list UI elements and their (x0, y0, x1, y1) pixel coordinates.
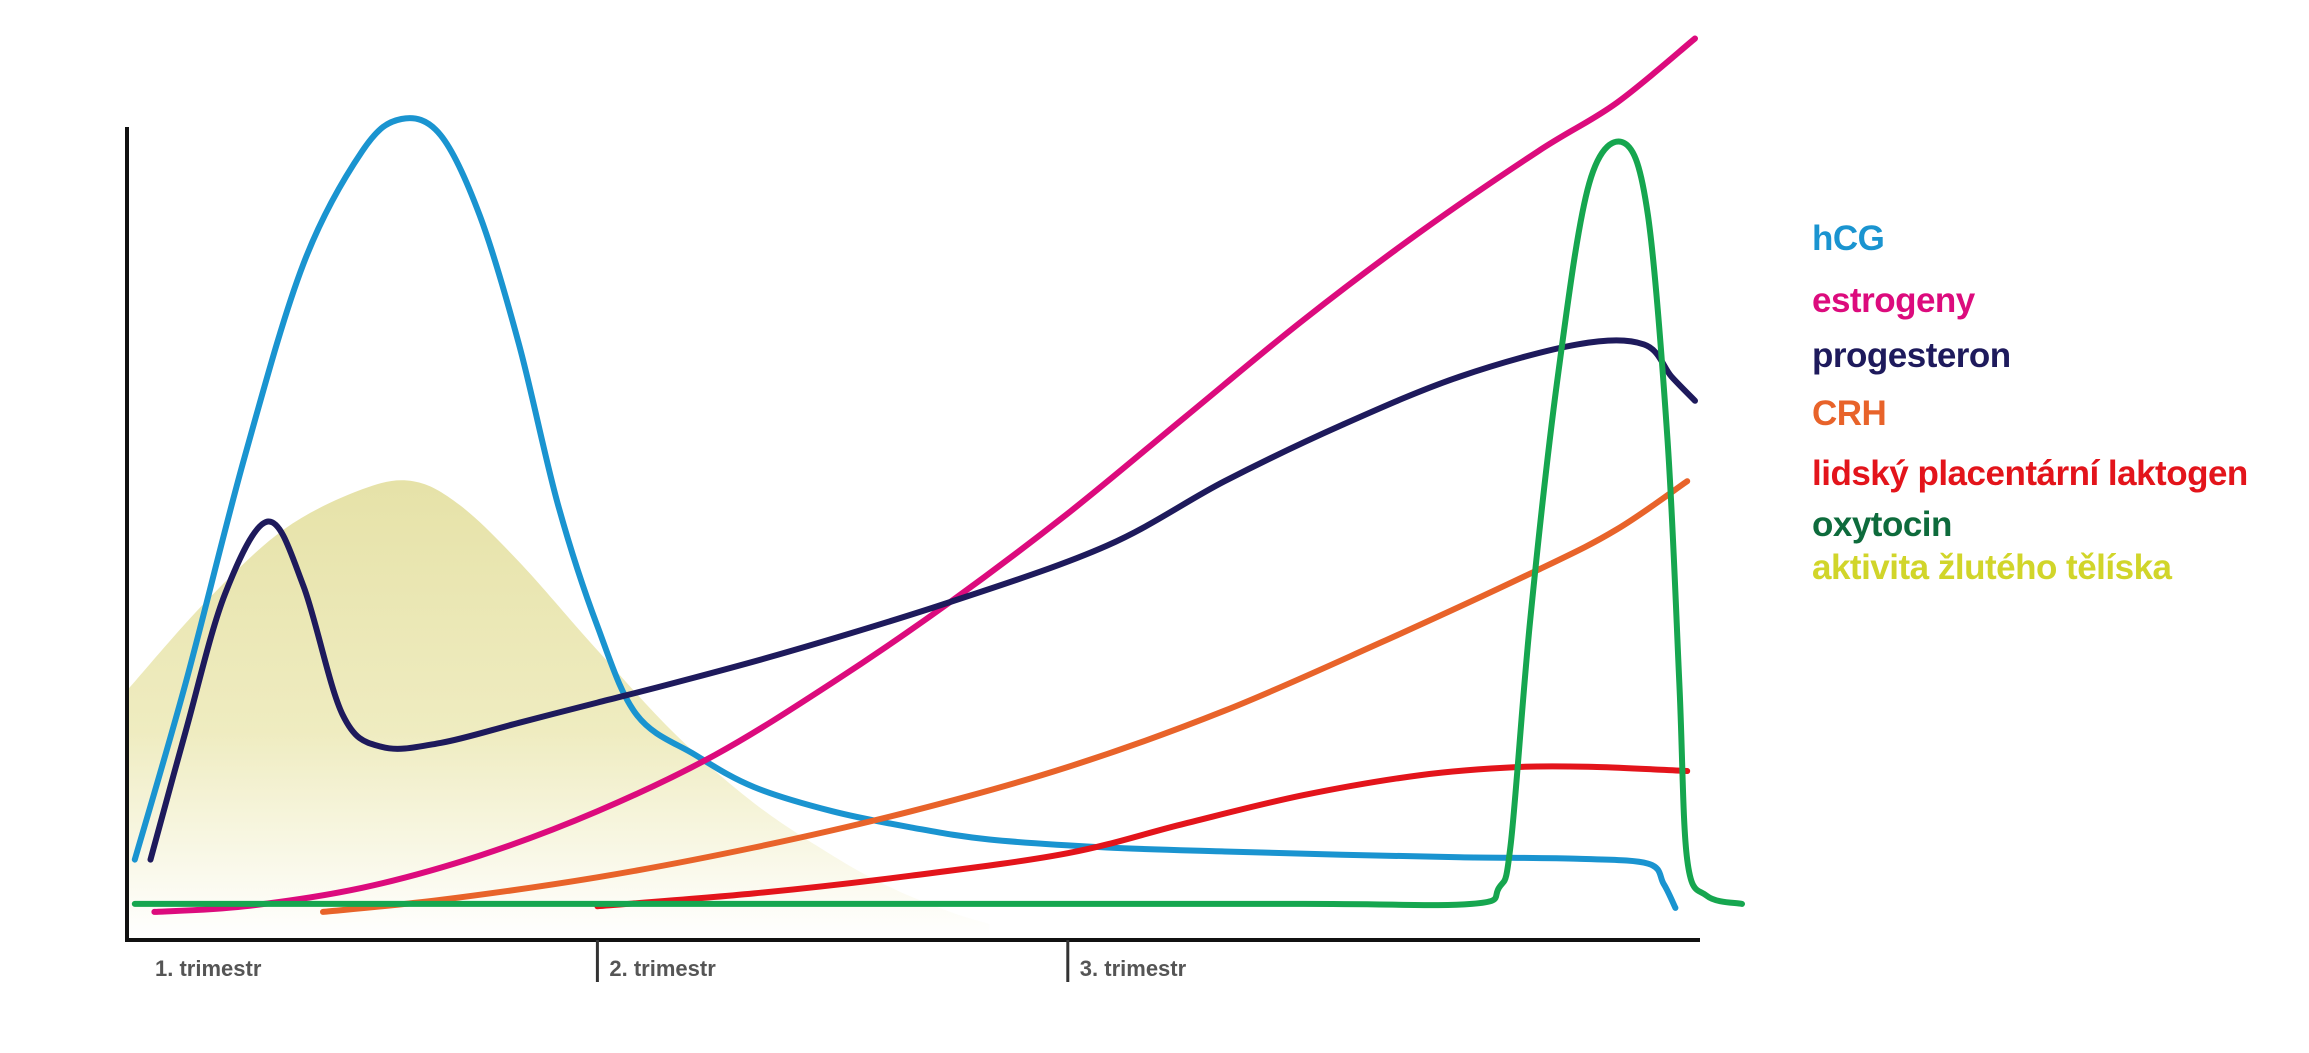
x-tick-label: 1. trimestr (155, 956, 262, 981)
series-estrogeny (151, 35, 1698, 915)
legend-item-progesteron: progesteron (1812, 336, 2011, 375)
series-progesteron (147, 337, 1698, 863)
series-hcg (131, 115, 1679, 911)
legend-item-aktivita-zluteho-teliska: aktivita žlutého tělíska (1812, 548, 2172, 587)
x-ticks: 1. trimestr 2. trimestr 3. trimestr (155, 940, 1187, 982)
legend-item-hcg: hCG (1812, 219, 1885, 258)
series-aktivita-zluteho-teliska (127, 480, 990, 938)
x-tick-label: 2. trimestr (609, 956, 716, 981)
legend-item-lidsky-placentarni-laktogen: lidský placentární laktogen (1812, 454, 2248, 493)
legend-item-crh: CRH (1812, 394, 1887, 433)
legend-item-oxytocin: oxytocin (1812, 505, 1952, 544)
series-lidsky-placentarni-laktogen (594, 763, 1691, 910)
area-layer (127, 480, 990, 938)
x-tick-label: 3. trimestr (1080, 956, 1187, 981)
legend-item-estrogeny: estrogeny (1812, 281, 1975, 320)
series-oxytocin (131, 138, 1745, 909)
axes (125, 127, 1700, 942)
line-layer (131, 35, 1745, 915)
